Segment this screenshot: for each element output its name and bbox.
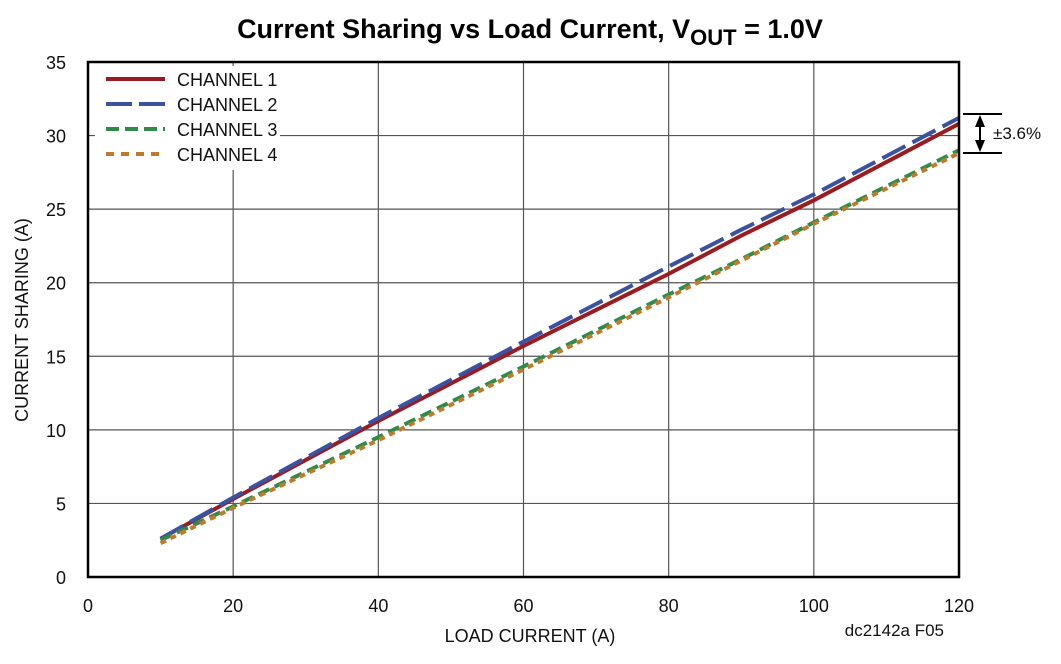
y-tick-label: 15 [46, 347, 66, 367]
x-tick-label: 100 [799, 596, 829, 616]
y-tick-labels: 0 5 10 15 20 25 30 35 [46, 53, 66, 588]
y-tick-label: 25 [46, 200, 66, 220]
y-tick-label: 5 [56, 494, 66, 514]
x-tick-label: 80 [659, 596, 679, 616]
y-axis-label: CURRENT SHARING (A) [12, 218, 32, 422]
figure-id: dc2142a F05 [845, 621, 944, 640]
y-tick-label: 20 [46, 274, 66, 294]
arrow-up-icon [975, 115, 985, 127]
legend-label-channel-3: CHANNEL 3 [177, 120, 277, 140]
series-line-channel-3 [159, 148, 960, 543]
legend-label-channel-1: CHANNEL 1 [177, 70, 277, 90]
series-group [159, 116, 960, 545]
x-tick-label: 60 [513, 596, 533, 616]
y-tick-label: 30 [46, 127, 66, 147]
chart-title: Current Sharing vs Load Current, VOUT = … [237, 14, 823, 50]
annotation-label: ±3.6% [993, 124, 1041, 143]
plot-frame [86, 60, 961, 579]
series-line-channel-1 [159, 122, 960, 541]
x-tick-label: 0 [83, 596, 93, 616]
x-axis-label: LOAD CURRENT (A) [445, 626, 616, 646]
y-tick-label: 35 [46, 53, 66, 73]
y-tick-label: 0 [56, 568, 66, 588]
x-tick-label: 40 [368, 596, 388, 616]
legend-label-channel-4: CHANNEL 4 [177, 145, 277, 165]
series-line-channel-2 [159, 116, 960, 541]
legend-label-channel-2: CHANNEL 2 [177, 95, 277, 115]
spread-annotation: ±3.6% [963, 113, 1041, 154]
x-tick-label: 20 [223, 596, 243, 616]
x-tick-labels: 0 20 40 60 80 100 120 [83, 596, 974, 616]
arrow-down-icon [975, 140, 985, 152]
x-tick-label: 120 [944, 596, 974, 616]
legend: CHANNEL 1 CHANNEL 2 CHANNEL 3 CHANNEL 4 [95, 66, 280, 170]
y-tick-label: 10 [46, 421, 66, 441]
